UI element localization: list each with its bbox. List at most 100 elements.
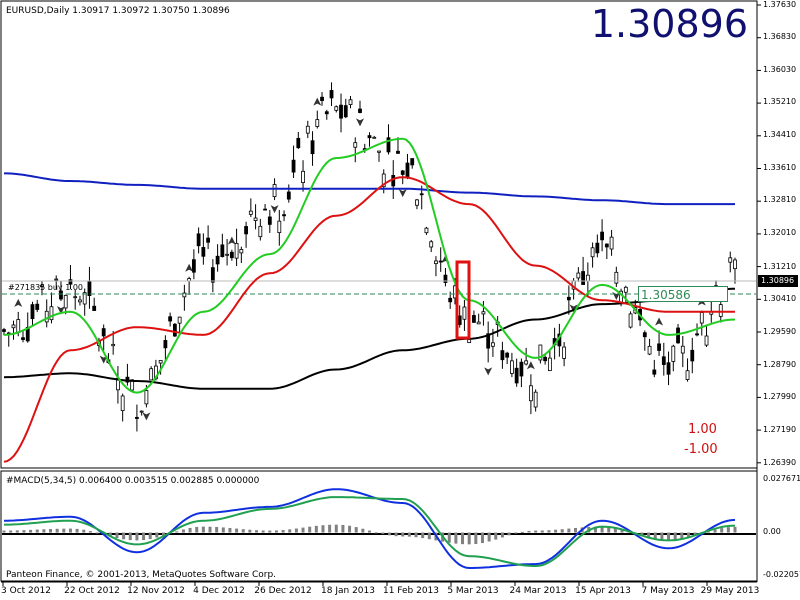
price-bar-body [206,237,211,243]
macd-histogram-bar [401,532,405,537]
macd-histogram-bar [607,526,611,533]
price-axis-label: 1.27990 [763,392,797,401]
price-bar-body [191,259,196,273]
macd-histogram-bar [540,530,544,533]
macd-histogram-bar [55,528,59,533]
price-axis-label: 1.29590 [763,327,797,336]
highlight-box [455,260,471,340]
current-price-tag: 1.30896 [758,275,798,287]
price-bar-body [457,315,462,325]
date-axis-label: 24 Mar 2013 [509,586,567,596]
price-bar-body [609,236,614,250]
macd-axis-label: -0.022057 [763,570,800,579]
price-bar-body [434,260,438,265]
price-bar-body [386,137,391,153]
price-bar-body [680,345,685,354]
order-label[interactable]: #271835 buy 1.00 [8,283,84,292]
macd-histogram-bar [221,527,225,533]
price-axis-label: 1.35210 [763,97,797,106]
fractal-down-arrow-icon [56,306,65,315]
price-bar-body [671,345,676,362]
macd-histogram-bar [640,532,644,536]
price-bar-body [263,208,267,211]
macd-histogram-bar [421,532,425,539]
macd-histogram-bar [82,529,86,533]
price-bar-body [101,328,106,337]
macd-histogram-bar [653,532,657,540]
price-bar-body [400,170,405,175]
price-bar-body [343,105,348,118]
macd-histogram-bar [381,532,385,535]
price-bar-body [286,191,291,200]
price-bar-body [695,333,699,336]
macd-histogram-bar [255,530,259,533]
macd-histogram-bar [128,532,132,541]
price-bar-body [372,136,377,139]
macd-histogram-bar [341,524,345,533]
price-bar-body [600,231,604,241]
fractal-up-arrow-icon [185,263,194,272]
price-bar-body [16,319,21,333]
macd-histogram-bar [208,526,212,533]
price-bar-body [339,104,343,119]
price-bar-body [291,159,296,173]
macd-histogram-bar [354,527,358,533]
macd-histogram-bar [22,530,26,533]
date-axis-label: 29 May 2013 [700,586,760,596]
macd-histogram-bar [321,525,325,533]
price-bar-body [524,360,529,365]
date-axis-label: 22 Oct 2012 [64,586,120,596]
price-bar-body [315,119,320,127]
price-bar-body [566,296,571,301]
macd-histogram-bar [527,530,531,533]
price-bar-body [44,310,49,323]
price-bar-body [438,260,443,263]
price-bar-body [40,284,44,288]
price-bar-body [358,108,362,113]
macd-histogram-bar [108,532,112,537]
price-bar-body [225,253,229,256]
price-bar-body [628,313,633,328]
ma-slow-line [3,287,736,390]
price-bar-body [277,220,282,234]
price-bar-body [111,343,116,347]
price-bar-body [135,416,139,419]
price-bar-body [367,135,372,139]
price-bar-body [210,267,215,283]
price-bar-body [182,292,187,298]
macd-histogram-bar [560,529,564,533]
price-bar-body [158,360,163,364]
price-bar-body [258,225,263,238]
price-bar-body [282,214,286,217]
macd-histogram-bar [680,532,684,540]
price-bar-body [253,217,258,221]
price-bar-body [21,337,25,340]
macd-histogram-bar [620,529,624,533]
price-bar-body [310,140,315,155]
macd-histogram-bar [68,528,72,533]
macd-axis-label: 0.00 [763,527,781,536]
price-bar-body [59,290,63,300]
price-bar-body [661,356,666,365]
macd-histogram [2,524,737,545]
price-bar-body [301,170,305,183]
macd-histogram-bar [686,532,690,538]
price-bar-body [329,90,334,99]
price-axis-label: 1.32010 [763,228,797,237]
fractal-arrows [14,97,706,421]
price-axis-label: 1.36030 [763,65,797,74]
macd-histogram-bar [328,524,332,533]
macd-histogram-bar [201,526,205,533]
fractal-down-arrow-icon [142,412,151,421]
macd-histogram-bar [647,532,651,538]
ma-mid-line [3,176,735,463]
price-bar-body [54,278,59,281]
price-bar-body [381,173,386,188]
price-bar-body [666,362,671,375]
price-bar-body [35,303,40,310]
macd-histogram-bar [142,532,146,541]
price-bar-body [424,227,429,234]
ma-fast-line [3,137,736,394]
macd-histogram-bar [161,532,165,536]
macd-histogram-bar [407,532,411,537]
